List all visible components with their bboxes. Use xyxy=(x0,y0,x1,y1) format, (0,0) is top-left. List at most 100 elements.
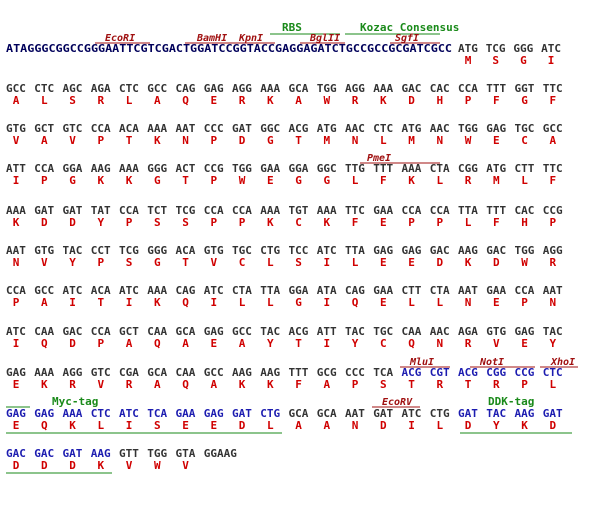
codon: TTA xyxy=(458,204,478,217)
codon: AGA xyxy=(91,82,111,95)
amino-acid: S xyxy=(126,256,133,269)
codon: GTG xyxy=(6,122,26,135)
amino-acid: K xyxy=(41,378,48,391)
codon: TGG xyxy=(232,162,252,175)
amino-acid: D xyxy=(465,419,472,432)
amino-acid: R xyxy=(465,337,472,350)
codon: CCA xyxy=(232,204,252,217)
amino-acid: D xyxy=(239,419,246,432)
codon: GAG xyxy=(204,325,224,338)
codon: GCA xyxy=(176,325,196,338)
codon: GGT xyxy=(515,82,535,95)
amino-acid: N xyxy=(436,134,443,147)
annotation-label: KpnI xyxy=(238,33,263,44)
amino-acid: K xyxy=(465,256,472,269)
amino-acid: E xyxy=(380,256,387,269)
amino-acid: P xyxy=(549,216,556,229)
amino-acid: Q xyxy=(182,378,189,391)
amino-acid: P xyxy=(97,134,104,147)
amino-acid: W xyxy=(239,174,246,187)
codon: CTG xyxy=(260,244,280,257)
codon: GGA xyxy=(63,162,83,175)
amino-acid: D xyxy=(41,216,48,229)
amino-acid: P xyxy=(210,216,217,229)
amino-acid: A xyxy=(295,94,302,107)
codon: GAG xyxy=(204,407,224,420)
codon: AAT xyxy=(176,122,196,135)
amino-acid: T xyxy=(408,378,415,391)
amino-acid: R xyxy=(97,94,104,107)
amino-acid: A xyxy=(295,419,302,432)
amino-acid: D xyxy=(408,94,415,107)
codon: CTA xyxy=(430,284,450,297)
codon: GCA xyxy=(147,366,167,379)
amino-acid: L xyxy=(239,296,246,309)
amino-acid: K xyxy=(13,216,20,229)
amino-acid: I xyxy=(13,174,20,187)
codon: CCT xyxy=(91,244,111,257)
codon: AAG xyxy=(260,366,280,379)
codon: GCT xyxy=(119,325,139,338)
codon: GAC xyxy=(6,447,26,460)
amino-acid: N xyxy=(352,134,359,147)
codon: GGA xyxy=(289,162,309,175)
codon: AAA xyxy=(6,204,26,217)
codon: AAA xyxy=(402,162,422,175)
amino-acid: Y xyxy=(69,256,76,269)
codon: AAT xyxy=(6,244,26,257)
codon: GAG xyxy=(515,325,535,338)
amino-acid: S xyxy=(295,256,302,269)
amino-acid: D xyxy=(69,337,76,350)
amino-acid: V xyxy=(126,459,133,472)
codon: CGG xyxy=(486,366,506,379)
codon: CTC xyxy=(373,122,393,135)
amino-acid: P xyxy=(126,216,133,229)
codon: ATG xyxy=(402,122,422,135)
codon: CAA xyxy=(402,325,422,338)
amino-acid: Q xyxy=(182,94,189,107)
amino-acid: A xyxy=(41,134,48,147)
codon: AAG xyxy=(515,407,535,420)
amino-acid: Q xyxy=(154,337,161,350)
codon: ATT xyxy=(6,162,26,175)
codon: ACG xyxy=(289,325,309,338)
codon: AGC xyxy=(63,82,83,95)
amino-acid: D xyxy=(13,459,20,472)
codon: ATT xyxy=(317,325,337,338)
amino-acid: K xyxy=(380,94,387,107)
codon: ATA xyxy=(317,284,337,297)
codon: CCC xyxy=(204,122,224,135)
codon: TCA xyxy=(373,366,393,379)
codon: TTG xyxy=(345,162,365,175)
amino-acid: I xyxy=(323,296,330,309)
annotation-label: NotI xyxy=(479,357,504,368)
amino-acid: D xyxy=(493,256,500,269)
amino-acid: V xyxy=(69,134,76,147)
amino-acid: E xyxy=(380,216,387,229)
annotation-label: SgfI xyxy=(395,33,419,44)
codon: ACA xyxy=(176,244,196,257)
amino-acid: L xyxy=(465,216,472,229)
codon: TCA xyxy=(147,407,167,420)
amino-acid: L xyxy=(436,419,443,432)
codon: GCC xyxy=(204,366,224,379)
codon: TAC xyxy=(486,407,506,420)
codon: GTC xyxy=(63,122,83,135)
amino-acid: I xyxy=(13,337,20,350)
amino-acid: D xyxy=(239,134,246,147)
amino-acid: C xyxy=(295,216,302,229)
codon: ATG xyxy=(458,42,478,55)
codon: ACG xyxy=(458,366,478,379)
codon: AAT xyxy=(543,284,563,297)
amino-acid: K xyxy=(69,419,76,432)
codon: ATC xyxy=(317,244,337,257)
amino-acid: L xyxy=(267,296,274,309)
codon: CAC xyxy=(515,204,535,217)
codon: GGA xyxy=(289,284,309,297)
amino-acid: I xyxy=(126,419,133,432)
codon: GTT xyxy=(119,447,139,460)
amino-acid: L xyxy=(521,174,528,187)
amino-acid: Q xyxy=(182,296,189,309)
amino-acid: R xyxy=(352,94,359,107)
amino-acid: Y xyxy=(493,419,500,432)
